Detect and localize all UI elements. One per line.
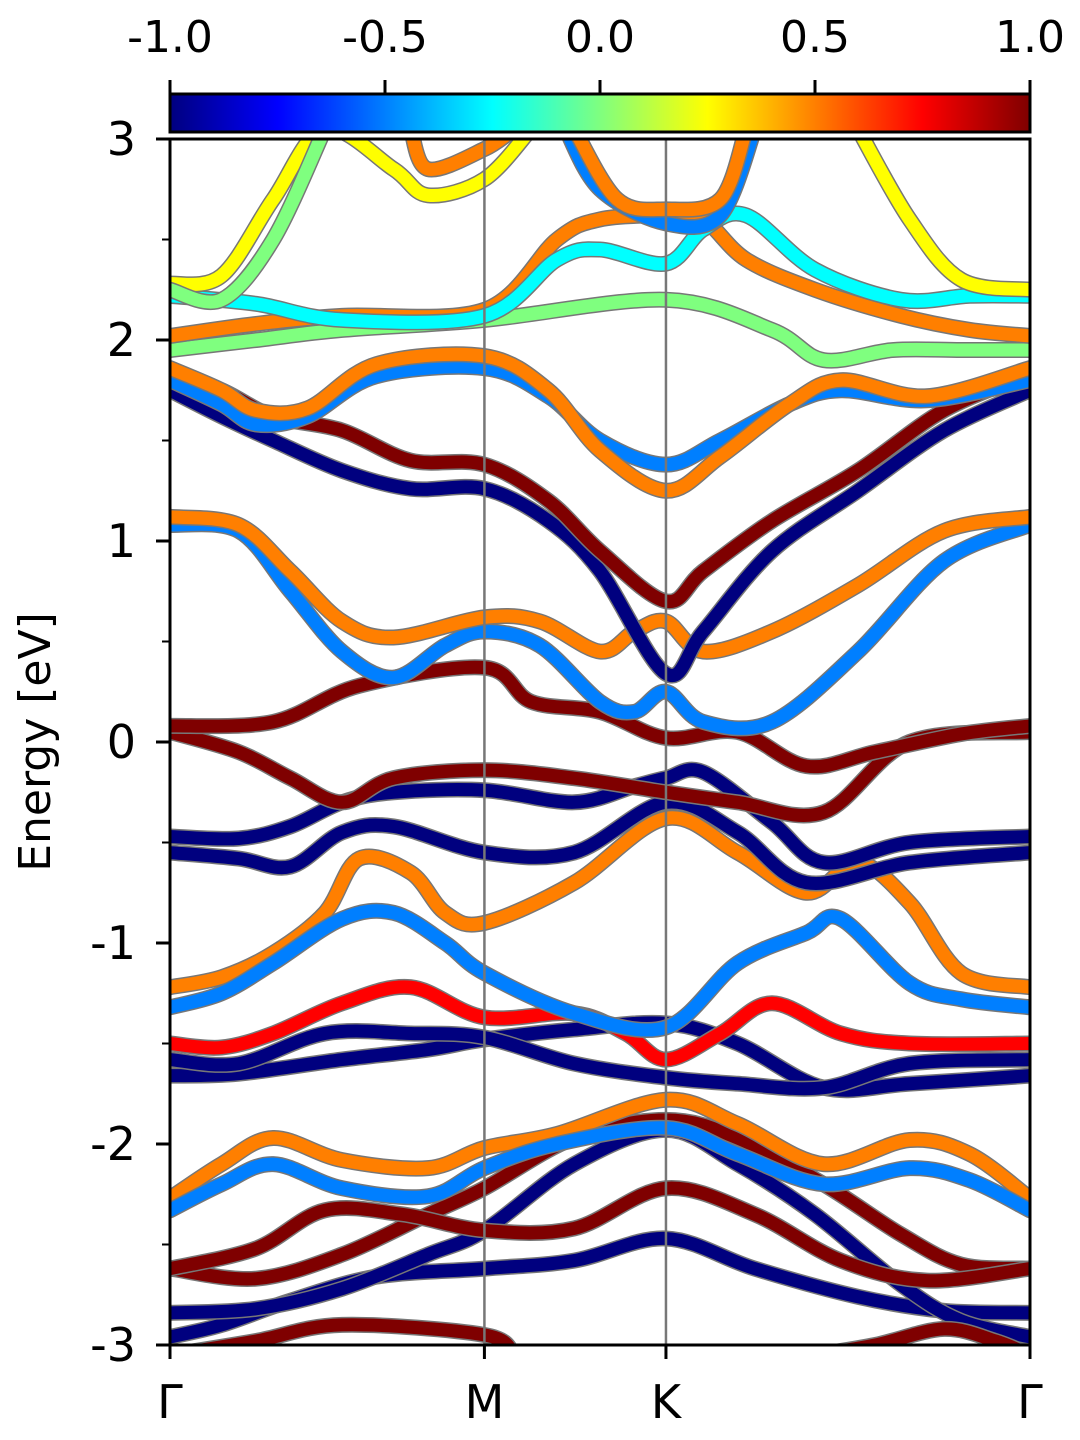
band-lines	[170, 139, 1030, 1345]
y-axis: 3 2 1 0 -1 -2 -3	[90, 112, 170, 1372]
band-line	[406, 139, 512, 177]
band-line	[170, 139, 532, 291]
band-line	[837, 1322, 1024, 1345]
band-line	[191, 1318, 516, 1345]
colorbar-tick-label: 0.5	[780, 12, 850, 63]
band-line	[170, 1093, 1030, 1205]
colorbar-tick-label: 0.0	[565, 12, 635, 63]
band-line	[856, 139, 1030, 297]
band-line	[170, 207, 1030, 329]
band-line	[170, 1181, 1030, 1288]
high-symmetry-lines	[483, 139, 668, 1345]
y-tick-label: -2	[90, 1117, 136, 1171]
colorbar-tick-label: -1.0	[127, 12, 213, 63]
colorbar: -1.0 -0.5 0.0 0.5 1.0	[127, 12, 1065, 134]
band-line	[170, 510, 1030, 659]
band-line	[170, 795, 1030, 890]
band-line	[170, 811, 1030, 994]
x-tick-label: M	[465, 1375, 505, 1429]
band-line	[170, 517, 1030, 735]
band-line	[170, 660, 1030, 774]
band-line	[170, 1016, 1030, 1097]
colorbar-gradient	[168, 92, 1032, 134]
band-line	[170, 347, 1030, 498]
y-tick-label: 0	[107, 715, 136, 769]
x-tick-label: Γ	[157, 1375, 183, 1429]
colorbar-tick-label: -0.5	[342, 12, 428, 63]
y-axis-label: Energy [eV]	[10, 612, 61, 872]
y-tick-label: -1	[90, 916, 136, 970]
x-tick-label: Γ	[1017, 1375, 1043, 1429]
band-line	[170, 293, 1030, 368]
band-line	[170, 139, 328, 309]
band-line	[170, 1024, 1030, 1096]
band-line	[170, 383, 1030, 682]
band-line	[170, 725, 1030, 822]
y-tick-label: -3	[90, 1318, 136, 1372]
colorbar-tick-label: 1.0	[995, 12, 1065, 63]
band-line	[170, 1121, 1030, 1217]
y-tick-label: 2	[107, 313, 136, 367]
band-line	[170, 904, 1030, 1037]
y-tick-label: 1	[107, 514, 136, 568]
x-tick-label: K	[651, 1375, 683, 1429]
y-tick-label: 3	[107, 112, 136, 166]
